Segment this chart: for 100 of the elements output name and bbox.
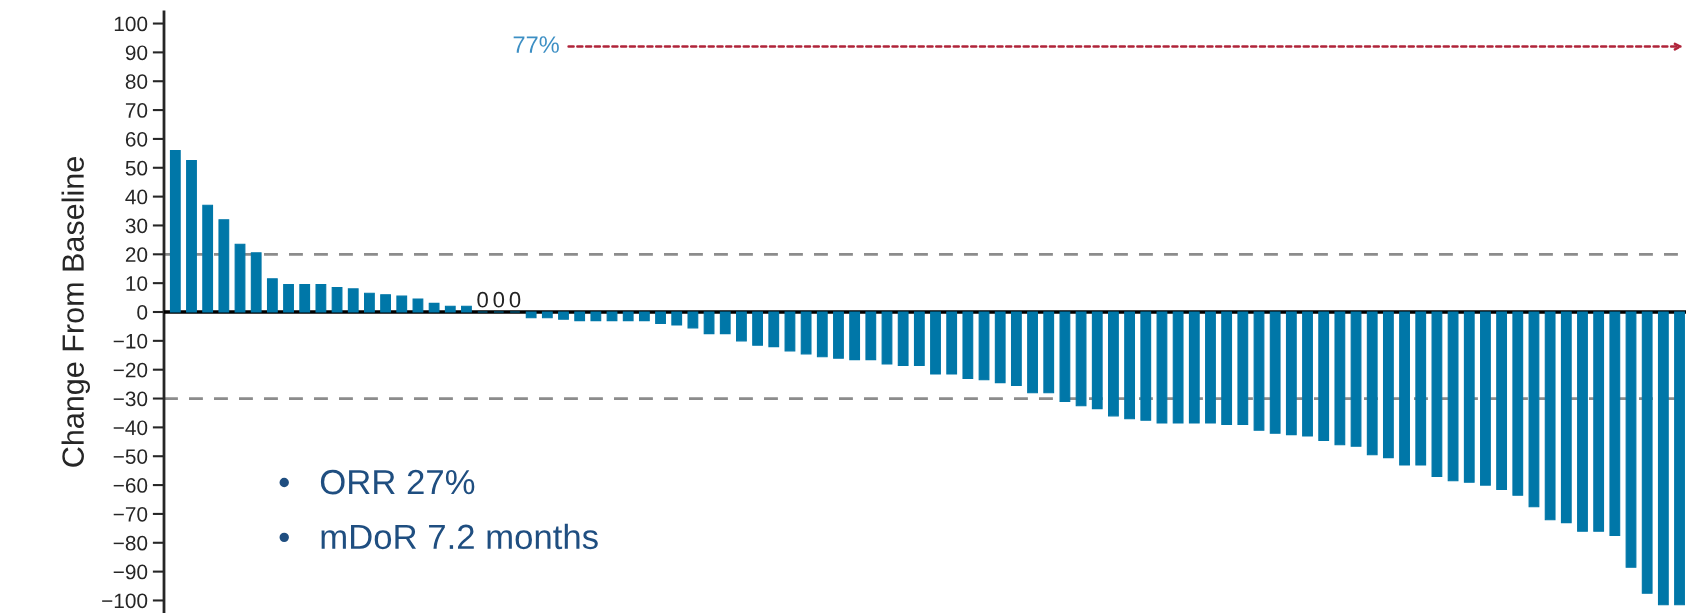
bar (234, 243, 246, 313)
y-tick-label: 80 (125, 74, 148, 89)
y-tick-label: −70 (113, 506, 148, 522)
bar (1447, 311, 1459, 482)
y-tick-label: 20 (125, 247, 148, 263)
annotation: • ORR 27% (279, 469, 475, 495)
y-tick-label: 10 (126, 276, 148, 291)
bar (396, 295, 408, 313)
y-tick-label: −100 (102, 593, 148, 609)
bar (833, 311, 844, 359)
y-tick-label: −30 (113, 391, 148, 407)
y-tick-label: 30 (125, 218, 148, 234)
bar (736, 311, 747, 342)
y-tick-label: 70 (125, 103, 148, 118)
y-tick-label: −50 (113, 449, 148, 464)
data-label: 0 (477, 291, 488, 308)
bar (283, 284, 294, 313)
bar (1415, 311, 1427, 466)
y-tick-label: 0 (137, 305, 148, 320)
bar (1237, 311, 1249, 426)
bar (1285, 311, 1297, 436)
bar (865, 311, 877, 361)
bar (202, 204, 214, 313)
bar (169, 149, 181, 313)
bar (218, 219, 230, 313)
bar (444, 305, 456, 313)
bar (622, 311, 634, 322)
annotation: 77% (513, 36, 559, 53)
y-tick-label: −10 (113, 333, 148, 349)
y-tick-label: 90 (125, 45, 148, 61)
bar (1043, 311, 1055, 394)
y-tick-label: −80 (113, 535, 148, 551)
bar (1108, 311, 1119, 417)
bar (1188, 311, 1200, 424)
bar (849, 311, 861, 361)
bar (558, 311, 569, 320)
y-tick-label: −20 (113, 362, 148, 378)
bar (1480, 311, 1491, 486)
bar (1221, 311, 1233, 426)
bar (1544, 311, 1556, 521)
bar (1091, 311, 1103, 410)
bar (1641, 311, 1653, 594)
bar (946, 311, 958, 375)
bar (606, 311, 618, 322)
bar (380, 294, 391, 313)
bar (1318, 311, 1330, 441)
bar (816, 311, 828, 358)
bar (412, 298, 424, 313)
bar (1399, 311, 1410, 466)
bar (266, 278, 278, 313)
y-tick-label: −60 (113, 478, 148, 493)
bar (994, 311, 1006, 384)
bar (1560, 311, 1572, 524)
bar (186, 160, 197, 313)
bar (638, 311, 650, 322)
bar (1593, 311, 1605, 532)
bar (315, 284, 327, 313)
bar (913, 311, 925, 366)
annotation: • mDoR 7.2 months (279, 523, 598, 550)
y-tick-label: 50 (125, 160, 148, 176)
bar (1382, 311, 1394, 459)
bar (1334, 311, 1346, 446)
bar (525, 311, 537, 319)
bar (428, 302, 440, 313)
y-axis-title: Change From Baseline (61, 157, 90, 467)
bar (1156, 311, 1168, 424)
bar (1674, 311, 1685, 606)
y-tick-label: 100 (114, 16, 148, 32)
bar (590, 311, 602, 322)
bar (1205, 311, 1216, 424)
bar (364, 292, 375, 313)
bar (1269, 311, 1281, 434)
bar (703, 311, 715, 335)
bar (1431, 311, 1443, 477)
bar (881, 311, 893, 365)
bar (962, 311, 974, 379)
bar (1657, 311, 1669, 606)
bar (1059, 311, 1071, 402)
bar (299, 284, 311, 313)
bar (461, 305, 472, 313)
bar (1140, 311, 1152, 421)
bar (1350, 311, 1362, 447)
bar (1010, 311, 1022, 387)
bar (1027, 311, 1038, 394)
bar (768, 311, 780, 348)
y-tick-label: −90 (113, 564, 148, 580)
bar (1124, 311, 1136, 420)
bar (1577, 311, 1588, 532)
bar (574, 311, 586, 322)
bar (784, 311, 796, 352)
bar (541, 311, 553, 319)
bar (687, 311, 699, 329)
data-label: 0 (493, 291, 505, 308)
bar (1172, 311, 1184, 424)
bar (250, 252, 262, 313)
bar (655, 311, 666, 325)
bar (752, 311, 764, 346)
bar (1302, 311, 1313, 437)
bar (1253, 311, 1265, 431)
bar (1366, 311, 1378, 456)
